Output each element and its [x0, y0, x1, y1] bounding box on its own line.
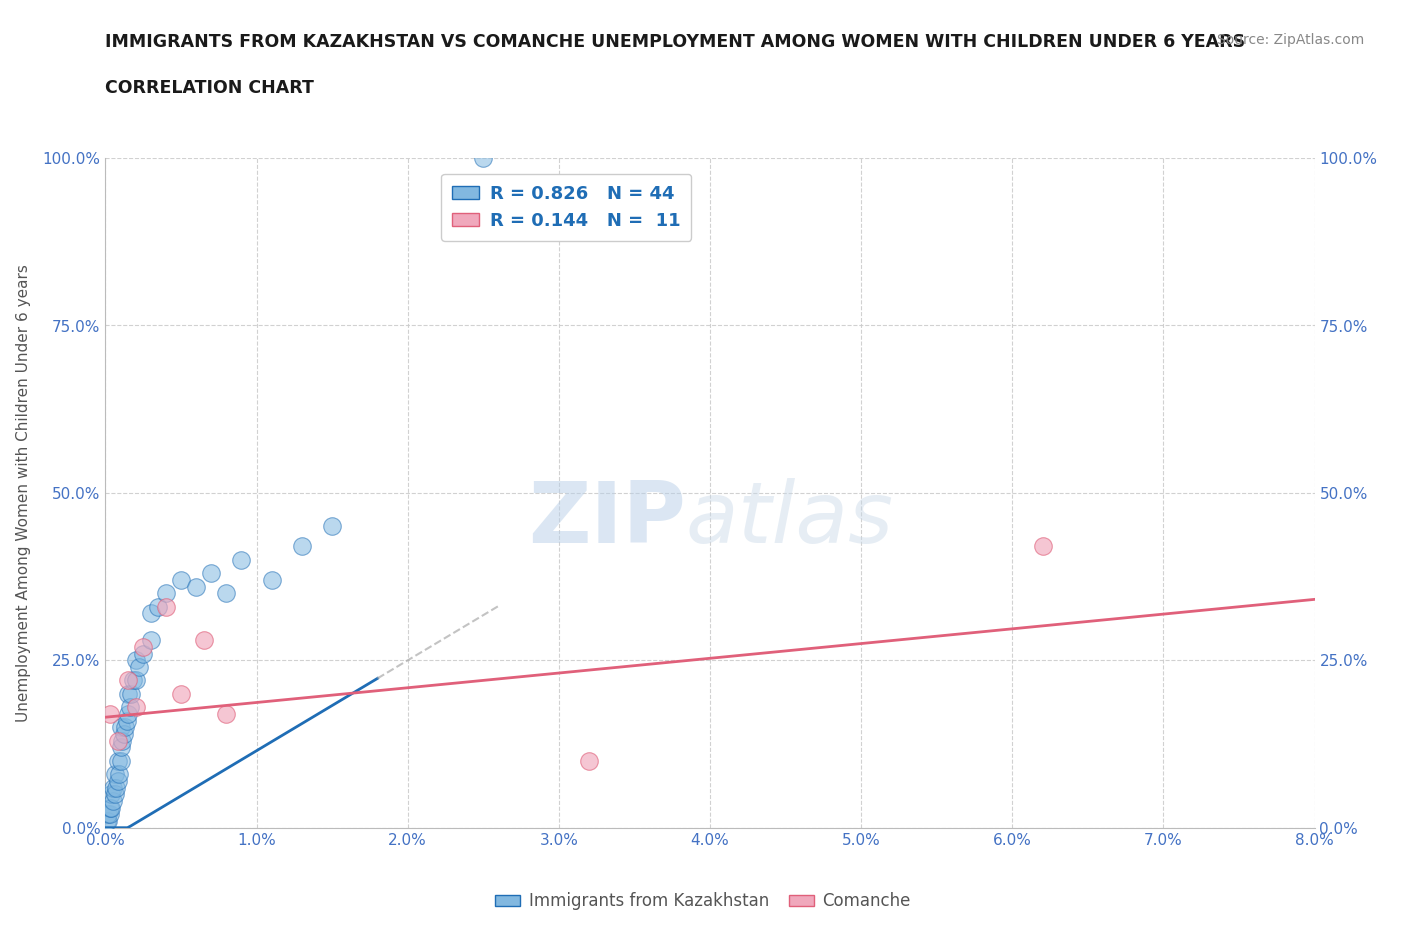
Point [170, 573, 193, 588]
Point [260, 573, 283, 588]
Point [117, 707, 139, 722]
Y-axis label: Unemployment Among Women with Children Under 6 years: Unemployment Among Women with Children U… [17, 264, 31, 722]
Point [108, 766, 131, 781]
Point [100, 800, 122, 815]
Point [107, 774, 129, 789]
Point [215, 586, 238, 601]
Point [132, 640, 155, 655]
Point [155, 586, 177, 601]
Point [107, 733, 129, 748]
Point [321, 519, 343, 534]
Point [121, 673, 143, 688]
Legend: Immigrants from Kazakhstan, Comanche: Immigrants from Kazakhstan, Comanche [489, 885, 917, 917]
Point [578, 753, 600, 768]
Point [98, 800, 121, 815]
Point [472, 151, 495, 166]
Point [117, 686, 139, 701]
Point [118, 699, 141, 714]
Point [101, 780, 124, 795]
Text: CORRELATION CHART: CORRELATION CHART [105, 79, 315, 97]
Point [193, 632, 215, 647]
Point [110, 720, 132, 735]
Point [125, 673, 148, 688]
Point [148, 599, 170, 614]
Point [125, 699, 148, 714]
Point [139, 632, 162, 647]
Point [155, 599, 177, 614]
Point [200, 565, 222, 580]
Point [114, 720, 136, 735]
Legend: R = 0.826   N = 44, R = 0.144   N =  11: R = 0.826 N = 44, R = 0.144 N = 11 [441, 174, 692, 241]
Point [120, 686, 142, 701]
Point [110, 740, 132, 755]
Point [103, 787, 125, 802]
Point [117, 673, 139, 688]
Text: IMMIGRANTS FROM KAZAKHSTAN VS COMANCHE UNEMPLOYMENT AMONG WOMEN WITH CHILDREN UN: IMMIGRANTS FROM KAZAKHSTAN VS COMANCHE U… [105, 33, 1246, 50]
Point [101, 793, 124, 808]
Point [132, 646, 155, 661]
Point [231, 552, 253, 567]
Point [128, 659, 150, 674]
Point [186, 579, 208, 594]
Text: ZIP: ZIP [529, 478, 686, 561]
Point [291, 539, 314, 554]
Point [125, 653, 148, 668]
Point [97, 807, 120, 822]
Point [98, 707, 121, 722]
Point [139, 606, 162, 621]
Point [107, 753, 129, 768]
Point [100, 787, 122, 802]
Point [112, 726, 135, 741]
Point [1032, 539, 1054, 554]
Text: atlas: atlas [686, 478, 894, 561]
Point [170, 686, 193, 701]
Point [215, 707, 238, 722]
Point [96, 814, 118, 829]
Point [97, 814, 120, 829]
Point [111, 733, 134, 748]
Point [115, 713, 138, 728]
Point [98, 807, 121, 822]
Point [103, 766, 125, 781]
Point [110, 753, 132, 768]
Text: Source: ZipAtlas.com: Source: ZipAtlas.com [1216, 33, 1364, 46]
Point [105, 780, 128, 795]
